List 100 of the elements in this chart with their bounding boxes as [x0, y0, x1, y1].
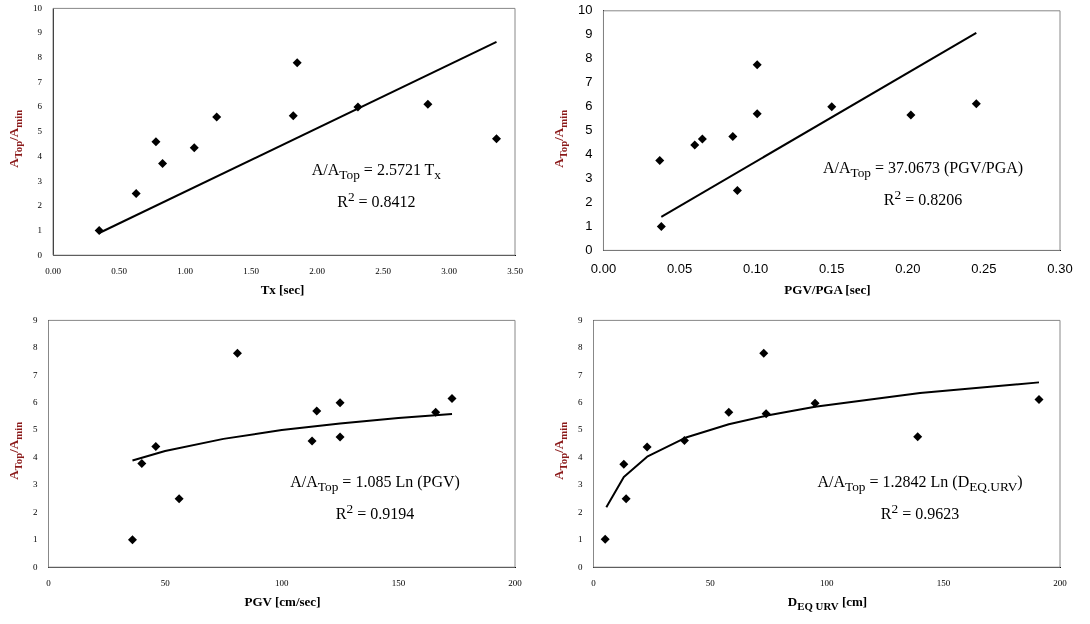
point: [690, 140, 700, 150]
point: [619, 459, 629, 469]
point: [732, 186, 742, 195]
y-tick-label: 7: [585, 74, 593, 90]
point: [312, 406, 322, 416]
y-tick-label: 4: [33, 451, 38, 462]
y-tick-label: 6: [33, 397, 38, 408]
point: [728, 132, 738, 142]
point: [971, 99, 981, 109]
x-tick-label: 0.50: [111, 265, 128, 276]
y-tick-label: 8: [33, 342, 38, 353]
annotation: A/A$_{Top}$ = 37.0673 (PGV/PGA): [822, 159, 1024, 182]
point: [232, 348, 242, 358]
y-tick-label: 3: [33, 479, 38, 490]
x-tick-label: 0.25: [971, 260, 997, 276]
point: [335, 432, 345, 442]
point: [174, 494, 184, 504]
annotation: R$^{2}$ = 0.8412: [337, 189, 416, 212]
y-tick-label: 1: [33, 534, 38, 545]
point: [759, 348, 769, 358]
annotation: A/A$_{Top}$ = 1.2842 Ln (D$_{EQ.URV}$): [817, 473, 1023, 496]
point: [600, 534, 610, 544]
x-tick-label: 0.15: [819, 260, 845, 276]
point: [94, 226, 104, 236]
y-tick-label: 4: [585, 146, 593, 162]
point: [127, 535, 137, 545]
y-tick-label: 8: [37, 52, 43, 63]
y-tick-label: 8: [585, 50, 593, 66]
y-tick-label: 6: [37, 101, 43, 112]
y-tick-label: 5: [33, 424, 38, 435]
point: [423, 99, 433, 109]
point: [642, 442, 652, 452]
y-tick-label: 7: [33, 369, 38, 380]
y-tick-label: 4: [37, 150, 43, 161]
y-tick-label: 1: [585, 218, 593, 234]
point: [151, 137, 161, 147]
y-tick-label: 6: [578, 397, 583, 408]
point: [288, 111, 298, 121]
x-tick-label: 3.00: [441, 265, 458, 276]
x-tick-label: 150: [936, 577, 951, 588]
annotation: A/A$_{Top}$ = 2.5721 T$_{x}$: [311, 161, 442, 184]
y-tick-label: 5: [585, 122, 593, 138]
x-axis-title: Tx [sec]: [259, 282, 306, 298]
y-tick-label: 7: [37, 76, 43, 87]
point: [158, 158, 168, 168]
point: [724, 407, 734, 417]
point: [752, 60, 762, 70]
annotation: R$^{2}$ = 0.8206: [883, 187, 963, 210]
x-tick-label: 50: [705, 577, 716, 588]
x-tick-label: 2.50: [375, 265, 392, 276]
y-tick-label: 2: [578, 506, 583, 517]
x-tick-label: 0: [46, 577, 52, 588]
y-tick-label: 0: [578, 561, 583, 572]
point: [212, 112, 222, 122]
point: [752, 109, 762, 119]
y-tick-label: 3: [37, 175, 43, 186]
x-tick-label: 150: [391, 577, 406, 588]
point: [697, 134, 707, 144]
y-tick-label: 3: [578, 479, 583, 490]
y-tick-label: 4: [578, 451, 583, 462]
point: [621, 494, 631, 504]
x-tick-label: 100: [275, 577, 289, 588]
y-tick-label: 1: [578, 534, 583, 545]
x-tick-label: 0.20: [895, 260, 921, 276]
point: [913, 432, 923, 442]
annotation: R$^{2}$ = 0.9623: [880, 501, 960, 524]
annotation: A/A$_{Top}$ = 1.085 Ln (PGV): [290, 473, 460, 496]
x-axis-title: PGV/PGA [sec]: [783, 282, 872, 298]
y-tick-label: 6: [585, 98, 593, 114]
point: [810, 398, 820, 408]
point: [335, 398, 345, 408]
x-tick-label: 0.10: [742, 260, 769, 276]
point: [656, 221, 666, 231]
point: [827, 102, 837, 112]
x-tick-label: 50: [160, 577, 171, 588]
point: [492, 134, 502, 144]
annotation: R$^{2}$ = 0.9194: [335, 501, 415, 524]
y-tick-label: 9: [578, 314, 583, 325]
point: [131, 189, 141, 198]
x-tick-label: 2.00: [309, 265, 326, 276]
y-tick-label: 9: [37, 27, 43, 38]
y-tick-label: 0: [37, 249, 43, 260]
y-tick-label: 10: [33, 2, 43, 13]
y-tick-label: 8: [578, 342, 583, 353]
point: [655, 156, 665, 166]
point: [307, 436, 317, 446]
point: [137, 459, 147, 469]
point: [906, 110, 916, 120]
x-tick-label: 1.00: [177, 265, 194, 276]
y-tick-label: 3: [585, 170, 593, 186]
y-tick-label: 5: [578, 424, 583, 435]
y-tick-label: 0: [33, 561, 38, 572]
y-tick-label: 2: [585, 194, 593, 210]
x-tick-label: 200: [508, 577, 523, 588]
y-tick-label: 9: [33, 314, 38, 325]
y-tick-label: 5: [37, 126, 43, 137]
y-tick-label: 2: [33, 506, 38, 517]
y-tick-label: 9: [585, 26, 593, 42]
point: [189, 143, 199, 153]
x-tick-label: 0.30: [1047, 260, 1073, 276]
